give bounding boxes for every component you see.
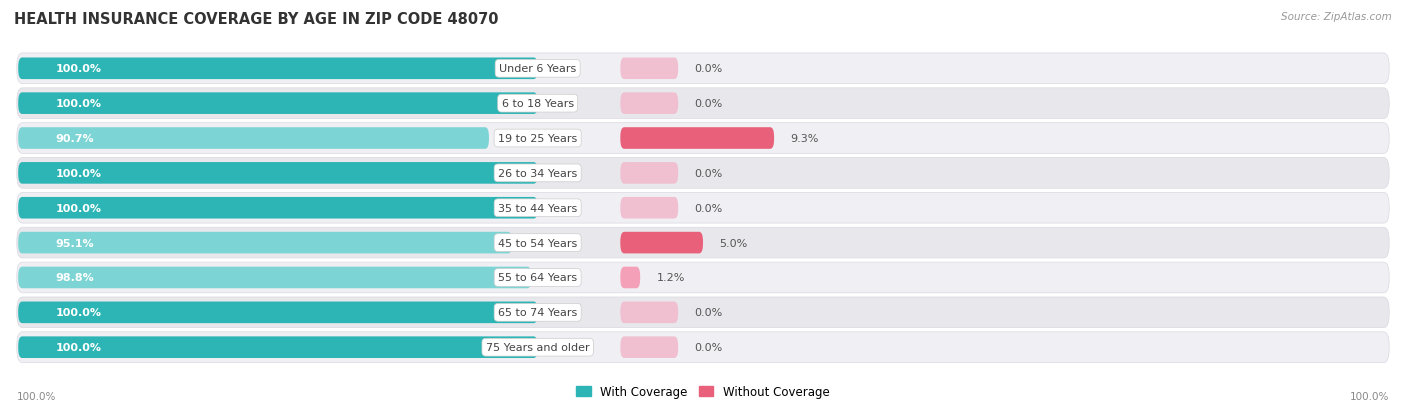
- Text: 6 to 18 Years: 6 to 18 Years: [502, 99, 574, 109]
- FancyBboxPatch shape: [17, 193, 1389, 223]
- Text: 75 Years and older: 75 Years and older: [486, 342, 589, 352]
- Text: 100.0%: 100.0%: [55, 308, 101, 318]
- Text: Source: ZipAtlas.com: Source: ZipAtlas.com: [1281, 12, 1392, 22]
- Text: Under 6 Years: Under 6 Years: [499, 64, 576, 74]
- FancyBboxPatch shape: [17, 54, 1389, 84]
- Text: 100.0%: 100.0%: [55, 64, 101, 74]
- Text: 100.0%: 100.0%: [1350, 391, 1389, 401]
- FancyBboxPatch shape: [17, 297, 1389, 328]
- Text: 26 to 34 Years: 26 to 34 Years: [498, 169, 578, 178]
- FancyBboxPatch shape: [620, 128, 775, 150]
- Text: 65 to 74 Years: 65 to 74 Years: [498, 308, 578, 318]
- Text: 100.0%: 100.0%: [17, 391, 56, 401]
- FancyBboxPatch shape: [18, 128, 489, 150]
- Text: 0.0%: 0.0%: [695, 203, 723, 213]
- Text: 0.0%: 0.0%: [695, 64, 723, 74]
- FancyBboxPatch shape: [620, 163, 678, 184]
- FancyBboxPatch shape: [620, 197, 678, 219]
- Text: 95.1%: 95.1%: [55, 238, 94, 248]
- FancyBboxPatch shape: [620, 302, 678, 323]
- FancyBboxPatch shape: [18, 163, 537, 184]
- FancyBboxPatch shape: [620, 232, 703, 254]
- FancyBboxPatch shape: [620, 337, 678, 358]
- Text: 0.0%: 0.0%: [695, 169, 723, 178]
- Text: 9.3%: 9.3%: [790, 134, 820, 144]
- Text: 100.0%: 100.0%: [55, 169, 101, 178]
- FancyBboxPatch shape: [18, 302, 537, 323]
- FancyBboxPatch shape: [18, 267, 531, 289]
- Text: HEALTH INSURANCE COVERAGE BY AGE IN ZIP CODE 48070: HEALTH INSURANCE COVERAGE BY AGE IN ZIP …: [14, 12, 499, 27]
- Text: 45 to 54 Years: 45 to 54 Years: [498, 238, 578, 248]
- FancyBboxPatch shape: [17, 263, 1389, 293]
- FancyBboxPatch shape: [18, 232, 512, 254]
- Text: 19 to 25 Years: 19 to 25 Years: [498, 134, 578, 144]
- Text: 55 to 64 Years: 55 to 64 Years: [498, 273, 578, 283]
- Text: 1.2%: 1.2%: [657, 273, 685, 283]
- FancyBboxPatch shape: [18, 58, 537, 80]
- FancyBboxPatch shape: [620, 267, 640, 289]
- Text: 0.0%: 0.0%: [695, 99, 723, 109]
- FancyBboxPatch shape: [620, 93, 678, 115]
- FancyBboxPatch shape: [17, 228, 1389, 258]
- Text: 98.8%: 98.8%: [55, 273, 94, 283]
- FancyBboxPatch shape: [17, 332, 1389, 363]
- FancyBboxPatch shape: [620, 58, 678, 80]
- Text: 100.0%: 100.0%: [55, 342, 101, 352]
- Text: 0.0%: 0.0%: [695, 342, 723, 352]
- FancyBboxPatch shape: [18, 337, 537, 358]
- FancyBboxPatch shape: [17, 158, 1389, 189]
- Text: 35 to 44 Years: 35 to 44 Years: [498, 203, 578, 213]
- Legend: With Coverage, Without Coverage: With Coverage, Without Coverage: [572, 381, 834, 403]
- Text: 100.0%: 100.0%: [55, 99, 101, 109]
- Text: 5.0%: 5.0%: [720, 238, 748, 248]
- FancyBboxPatch shape: [17, 123, 1389, 154]
- FancyBboxPatch shape: [18, 93, 537, 115]
- FancyBboxPatch shape: [18, 197, 537, 219]
- Text: 0.0%: 0.0%: [695, 308, 723, 318]
- Text: 100.0%: 100.0%: [55, 203, 101, 213]
- FancyBboxPatch shape: [17, 89, 1389, 119]
- Text: 90.7%: 90.7%: [55, 134, 94, 144]
